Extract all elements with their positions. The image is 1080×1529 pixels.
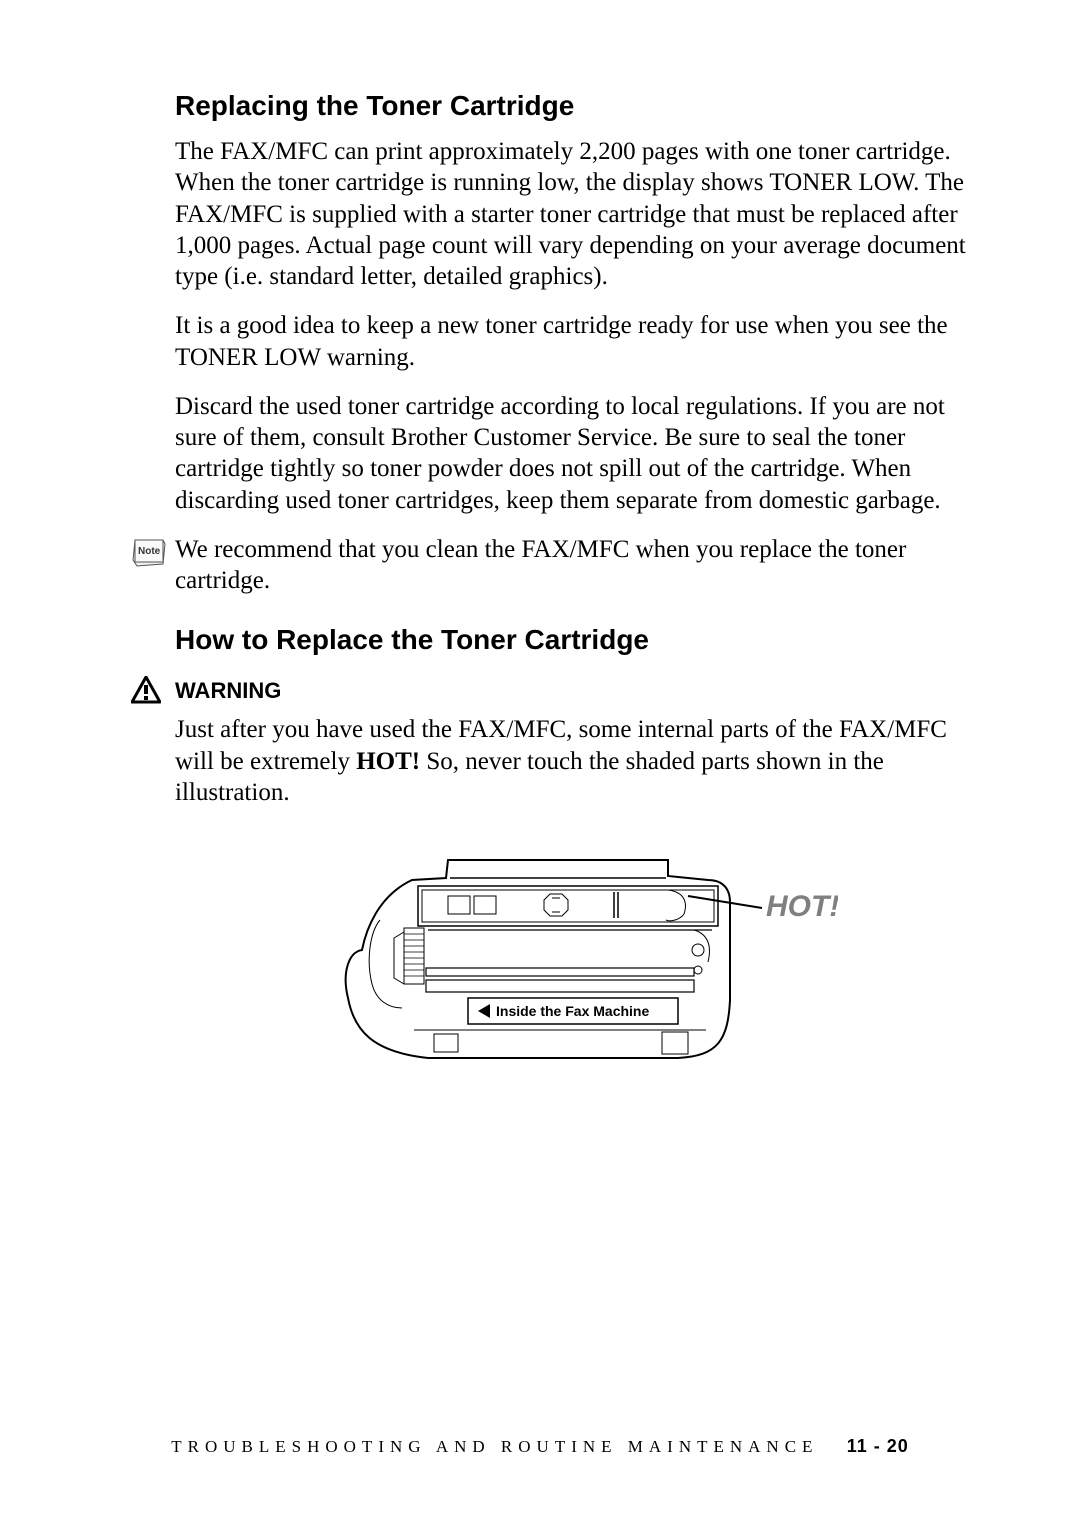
note-icon: Note (131, 538, 167, 573)
footer-page-number: 11 - 20 (847, 1436, 909, 1456)
paragraph: Discard the used toner cartridge accordi… (175, 391, 980, 516)
section-heading-howto: How to Replace the Toner Cartridge (175, 624, 980, 656)
page-footer: TROUBLESHOOTING AND ROUTINE MAINTENANCE … (0, 1436, 1080, 1457)
manual-page: Replacing the Toner Cartridge The FAX/MF… (0, 0, 1080, 1529)
warning-block: WARNING (175, 678, 980, 704)
hot-shaded-area (394, 928, 424, 984)
diagram-container: Inside the Fax Machine HOT! (175, 830, 980, 1080)
warning-hot-word: HOT! (356, 748, 420, 775)
warning-icon (131, 676, 161, 709)
hot-callout-line (688, 896, 762, 908)
section-heading-replacing: Replacing the Toner Cartridge (175, 90, 980, 122)
paragraph: The FAX/MFC can print approximately 2,20… (175, 136, 980, 292)
warning-paragraph: Just after you have used the FAX/MFC, so… (175, 714, 980, 808)
footer-section: TROUBLESHOOTING AND ROUTINE MAINTENANCE (171, 1437, 818, 1456)
note-text: We recommend that you clean the FAX/MFC … (175, 534, 980, 597)
fax-diagram: Inside the Fax Machine HOT! (318, 830, 838, 1080)
inside-label-text: Inside the Fax Machine (496, 1003, 649, 1019)
note-block: Note We recommend that you clean the FAX… (175, 534, 980, 597)
paragraph: It is a good idea to keep a new toner ca… (175, 310, 980, 373)
warning-label: WARNING (175, 678, 980, 704)
note-icon-text: Note (138, 546, 161, 557)
hot-callout-text: HOT! (766, 890, 838, 923)
